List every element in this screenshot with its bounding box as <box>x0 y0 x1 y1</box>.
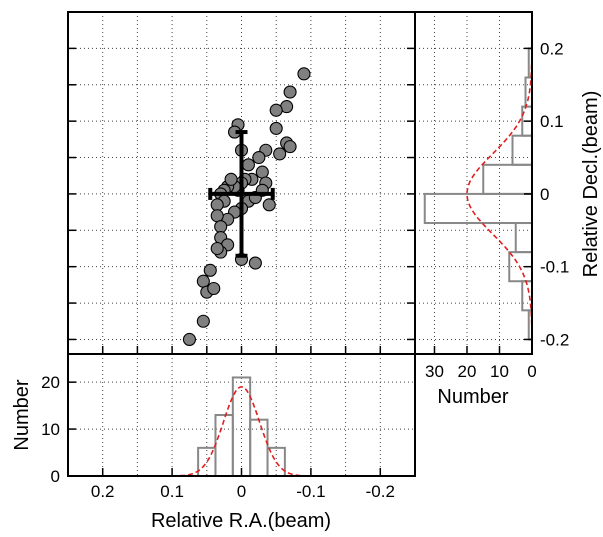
scatter-point <box>210 241 224 256</box>
dec-y-tick-label: 0.1 <box>540 112 564 131</box>
scatter-point <box>273 147 287 161</box>
ra-x-tick-label: 0.1 <box>160 482 184 501</box>
scatter-point <box>224 172 238 186</box>
scatter-point <box>210 198 224 212</box>
scatter-grid <box>68 12 415 354</box>
ra-y-axis-title: Number <box>11 379 33 450</box>
scatter-point <box>297 67 311 81</box>
scatter-point <box>203 263 217 277</box>
scatter-panel <box>67 11 416 355</box>
dec-y-tick-label: -0.2 <box>540 330 569 349</box>
dec-histogram-grid <box>415 12 533 354</box>
dec-x-axis-title: Number <box>437 386 508 408</box>
scatter-point <box>255 165 269 179</box>
dec-histogram-bar <box>482 163 533 195</box>
dec-histogram-bar <box>511 134 533 166</box>
scatter-point <box>182 332 196 346</box>
scatter-point <box>196 314 210 328</box>
dec-y-tick-label: 0 <box>540 185 549 204</box>
scatter-point <box>269 103 283 117</box>
ra-histogram-grid <box>68 354 415 477</box>
scatter-point <box>262 198 276 212</box>
dec-histogram-bars <box>423 47 533 341</box>
dec-histogram-bar <box>514 222 533 254</box>
scatter-point <box>248 256 262 270</box>
dec-y-tick-label: 0.2 <box>540 39 564 58</box>
ra-x-tick-label: 0 <box>237 482 246 501</box>
scatter-point <box>214 220 228 234</box>
dec-ticks <box>433 47 533 354</box>
scatter-ticks <box>68 47 415 354</box>
ra-x-tick-label: -0.2 <box>366 482 395 501</box>
dec-histogram-panel: 30 20 10 0 0.2 0.1 0 -0.1 -0.2 Number Relative … <box>414 11 602 408</box>
dec-y-tick-labels: 0.2 0.1 0 -0.1 -0.2 <box>540 39 569 349</box>
ra-histogram-bar <box>214 414 234 477</box>
ra-y-tick-labels: 0 10 20 <box>41 373 60 486</box>
ra-x-axis-title: Relative R.A.(beam) <box>151 510 331 532</box>
ra-y-tick-label: 10 <box>41 420 60 439</box>
scatter-point <box>269 121 283 135</box>
dec-x-tick-label: 0 <box>527 362 536 381</box>
scatter-points <box>182 67 311 346</box>
ra-y-tick-label: 20 <box>41 373 60 392</box>
scatter-point <box>241 158 255 172</box>
dec-histogram-frame <box>414 11 533 355</box>
dec-x-tick-label: 20 <box>458 362 477 381</box>
scatter-point <box>210 209 224 223</box>
scatter-point <box>283 85 297 99</box>
ra-ticks <box>68 381 382 477</box>
mean-error-cross <box>208 130 275 258</box>
dec-x-tick-labels: 30 20 10 0 <box>425 362 537 381</box>
ra-histogram-bar <box>249 418 269 478</box>
scatter-point <box>196 274 210 288</box>
dec-y-tick-label: -0.1 <box>540 258 569 277</box>
scatter-point <box>207 281 221 296</box>
dec-x-tick-label: 10 <box>490 362 509 381</box>
ra-histogram-frame <box>67 353 416 477</box>
ra-x-tick-labels: 0.2 0.1 0 -0.1 -0.2 <box>91 482 395 501</box>
ra-histogram-panel: 0.2 0.1 0 -0.1 -0.2 0 10 20 Relative R.A.(beam… <box>11 353 416 532</box>
scatter-point <box>252 150 266 165</box>
dec-fit-curve <box>466 48 533 339</box>
ra-x-tick-label: 0.2 <box>91 482 115 501</box>
dec-y-axis-title: Relative Decl.(beam) <box>580 91 602 278</box>
ra-y-tick-label: 0 <box>51 467 60 486</box>
dec-x-tick-label: 30 <box>425 362 444 381</box>
ra-x-tick-label: -0.1 <box>296 482 325 501</box>
scatter-point <box>283 140 297 154</box>
ra-fit-curve <box>172 385 310 477</box>
